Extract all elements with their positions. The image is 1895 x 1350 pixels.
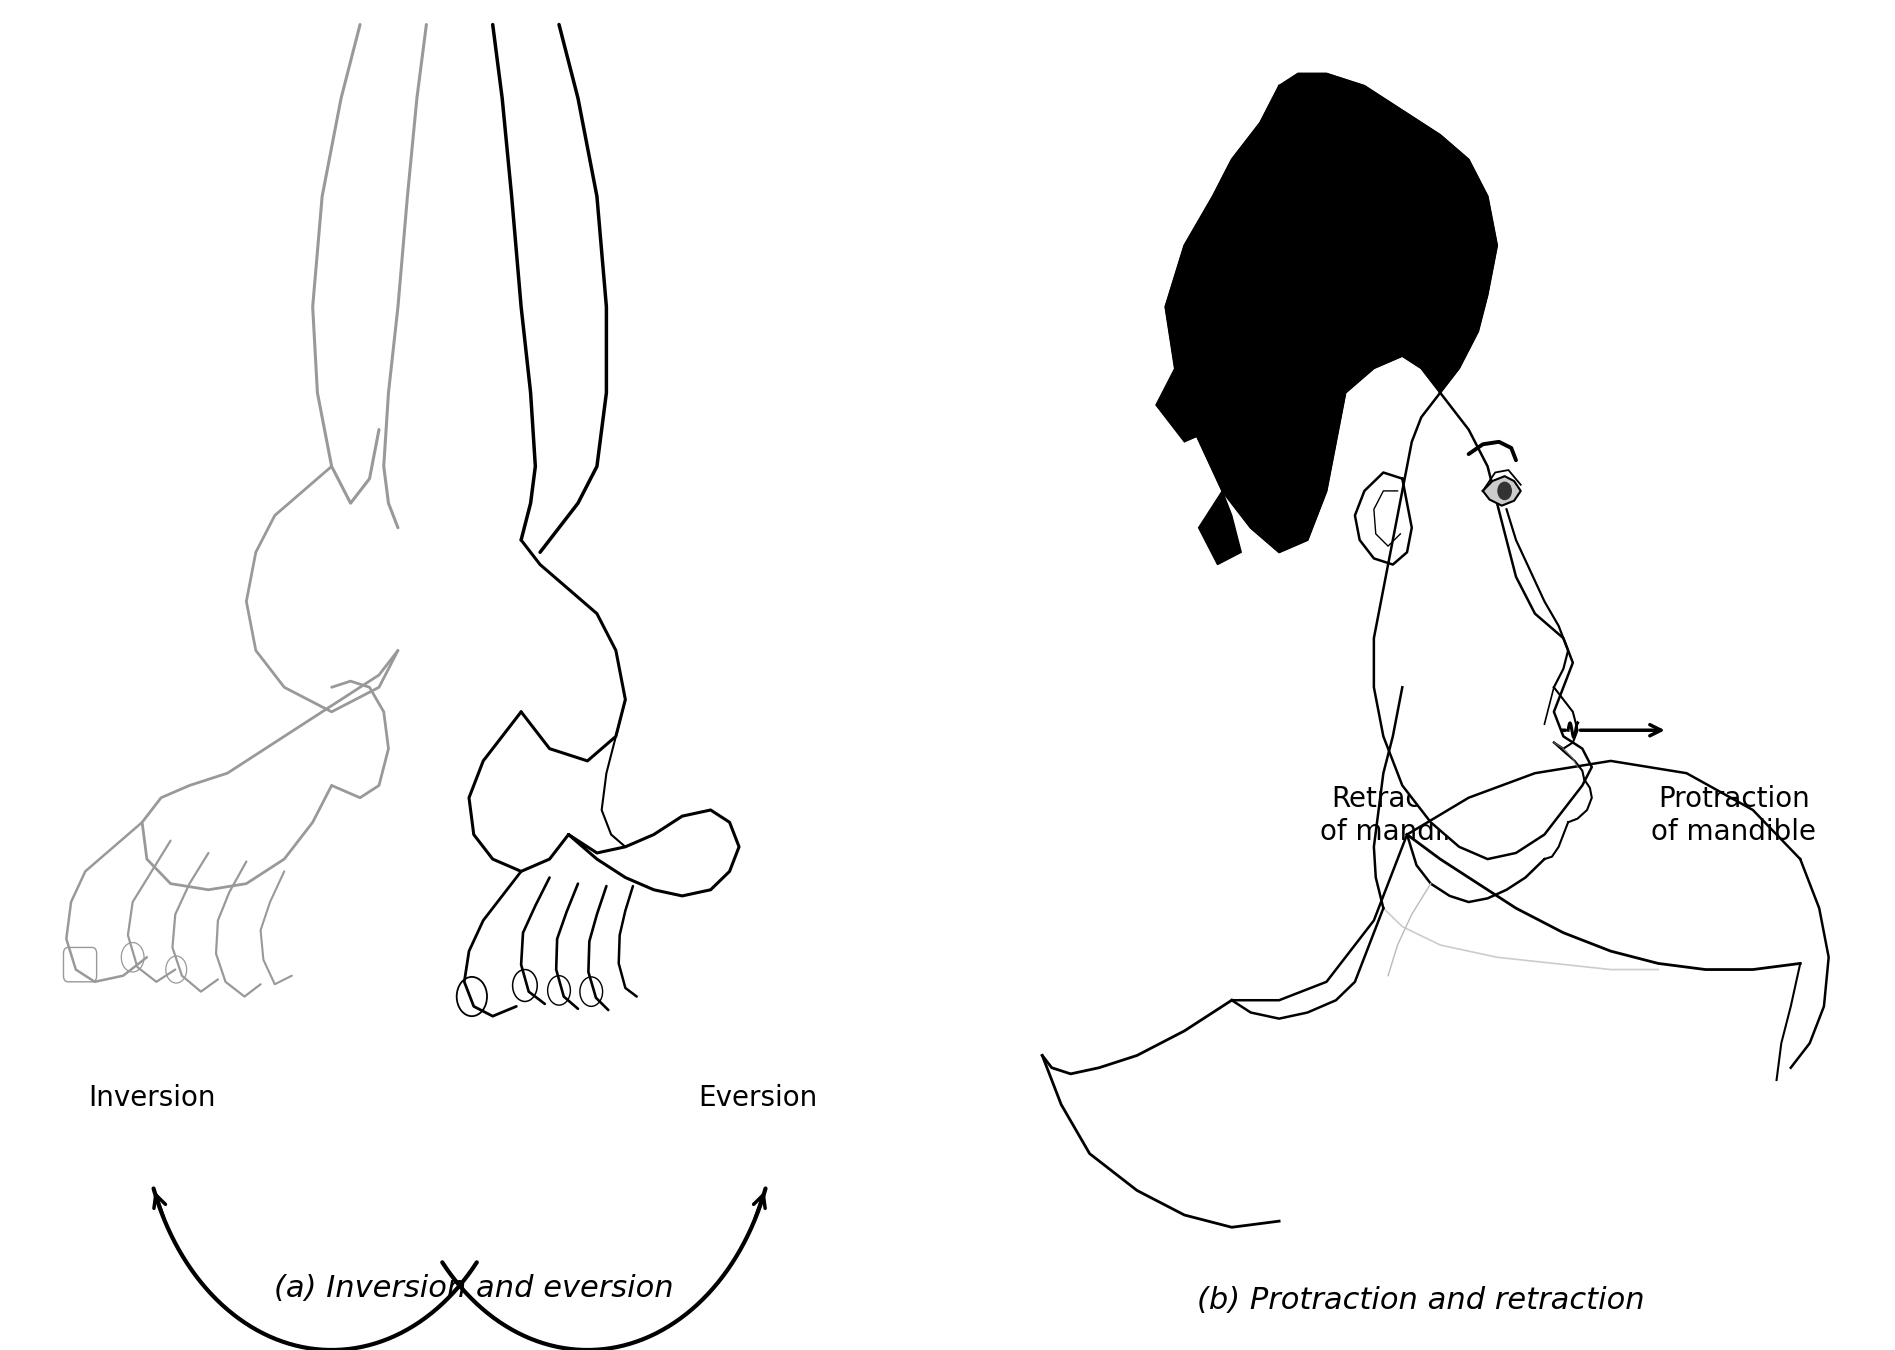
Polygon shape xyxy=(1156,369,1213,441)
Polygon shape xyxy=(1200,491,1241,564)
Text: (a) Inversion and eversion: (a) Inversion and eversion xyxy=(275,1274,673,1303)
Polygon shape xyxy=(1165,74,1497,552)
Text: Inversion: Inversion xyxy=(87,1084,216,1112)
Polygon shape xyxy=(1482,477,1520,506)
Text: (b) Protraction and retraction: (b) Protraction and retraction xyxy=(1198,1287,1645,1315)
Circle shape xyxy=(1499,482,1512,500)
Polygon shape xyxy=(1374,393,1592,859)
Text: Retraction
of mandible: Retraction of mandible xyxy=(1319,786,1486,846)
Text: Protraction
of mandible: Protraction of mandible xyxy=(1651,786,1817,846)
Text: Eversion: Eversion xyxy=(699,1084,817,1112)
